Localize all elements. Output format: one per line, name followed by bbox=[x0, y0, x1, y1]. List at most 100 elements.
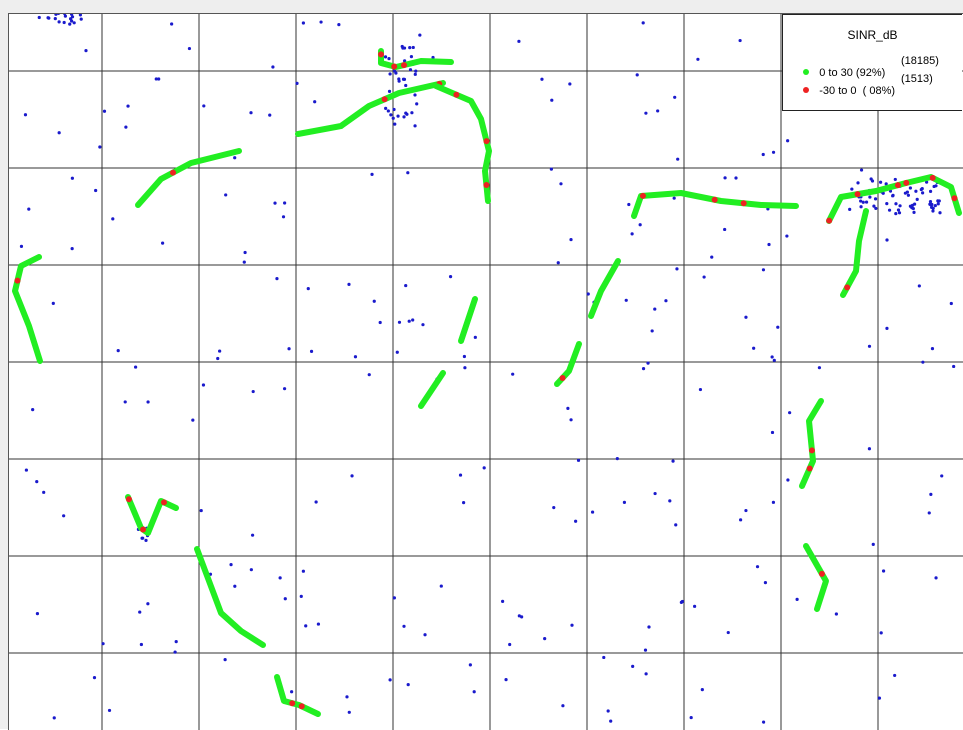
bad-sinr-sample bbox=[740, 200, 747, 207]
site-marker bbox=[928, 199, 933, 204]
site-marker bbox=[641, 21, 645, 25]
site-marker bbox=[116, 349, 120, 353]
site-marker bbox=[295, 81, 299, 86]
site-marker bbox=[940, 474, 944, 478]
site-marker bbox=[418, 33, 422, 37]
site-marker bbox=[931, 209, 935, 213]
site-marker bbox=[139, 642, 143, 647]
site-marker bbox=[392, 107, 396, 112]
site-marker bbox=[569, 418, 573, 422]
site-marker bbox=[250, 533, 255, 537]
red-dot-icon bbox=[803, 87, 810, 94]
site-marker bbox=[520, 615, 524, 619]
site-marker bbox=[752, 346, 756, 350]
site-marker bbox=[431, 55, 435, 60]
site-marker bbox=[606, 709, 610, 713]
site-marker bbox=[664, 299, 668, 303]
site-marker bbox=[404, 83, 408, 88]
site-marker bbox=[199, 508, 203, 513]
bad-sinr-sample bbox=[639, 192, 646, 199]
site-marker bbox=[299, 594, 303, 598]
site-marker bbox=[615, 456, 619, 461]
site-marker bbox=[927, 511, 931, 515]
site-marker bbox=[350, 474, 354, 478]
site-marker bbox=[647, 625, 651, 629]
route-layer bbox=[12, 48, 962, 717]
site-marker bbox=[893, 177, 897, 182]
green-dot-icon bbox=[803, 69, 810, 76]
site-marker bbox=[508, 642, 512, 647]
site-marker bbox=[233, 584, 237, 588]
site-marker bbox=[301, 569, 305, 573]
legend-panel[interactable]: SINR_dB 0 to 30 (92%) (18185) -30 to 0 ( … bbox=[782, 14, 962, 111]
route-segment bbox=[840, 208, 869, 298]
site-marker bbox=[62, 20, 66, 25]
site-marker bbox=[462, 354, 467, 359]
site-marker bbox=[387, 89, 392, 93]
site-marker bbox=[586, 292, 590, 296]
site-marker bbox=[609, 719, 613, 723]
site-marker bbox=[395, 350, 399, 354]
site-marker bbox=[936, 202, 940, 206]
site-marker bbox=[173, 650, 177, 654]
bad-sinr-sample bbox=[483, 182, 490, 189]
site-marker bbox=[283, 201, 287, 205]
site-marker bbox=[402, 624, 406, 628]
site-marker bbox=[70, 15, 75, 19]
site-marker bbox=[559, 182, 563, 186]
bad-sinr-sample bbox=[951, 195, 958, 202]
site-marker bbox=[314, 500, 318, 504]
site-marker bbox=[107, 708, 112, 713]
map-svg[interactable] bbox=[9, 14, 963, 730]
route-segment bbox=[194, 546, 266, 648]
site-marker bbox=[881, 569, 886, 573]
site-marker bbox=[903, 191, 907, 195]
site-marker bbox=[761, 720, 766, 724]
site-marker bbox=[462, 501, 466, 505]
site-marker bbox=[218, 349, 222, 353]
map-canvas[interactable] bbox=[8, 13, 963, 730]
site-marker bbox=[893, 673, 897, 678]
site-marker bbox=[949, 301, 953, 306]
site-marker bbox=[42, 490, 46, 494]
site-marker bbox=[387, 56, 391, 61]
bad-sinr-sample bbox=[378, 51, 384, 58]
site-marker bbox=[744, 508, 748, 513]
site-marker bbox=[795, 597, 799, 601]
site-marker bbox=[872, 204, 876, 208]
site-marker bbox=[413, 93, 417, 97]
site-marker bbox=[161, 241, 165, 245]
site-marker bbox=[879, 631, 883, 635]
site-marker bbox=[602, 655, 606, 660]
site-marker bbox=[319, 20, 323, 24]
site-marker bbox=[347, 710, 351, 714]
site-marker bbox=[856, 181, 860, 185]
site-marker bbox=[403, 59, 407, 63]
route-segment bbox=[378, 48, 454, 70]
site-marker bbox=[517, 39, 521, 43]
bad-sinr-sample bbox=[483, 138, 490, 145]
site-marker bbox=[393, 122, 397, 126]
site-marker bbox=[463, 366, 467, 370]
site-marker bbox=[353, 355, 358, 359]
site-marker bbox=[63, 14, 67, 18]
site-marker bbox=[79, 17, 83, 21]
site-marker bbox=[867, 447, 872, 451]
site-marker bbox=[282, 387, 287, 391]
site-marker bbox=[251, 389, 255, 394]
bad-sinr-sample bbox=[854, 191, 861, 198]
bad-sinr-sample bbox=[559, 374, 566, 381]
site-marker bbox=[396, 114, 400, 118]
site-marker bbox=[386, 109, 390, 113]
site-marker bbox=[874, 206, 878, 211]
site-marker bbox=[448, 275, 453, 279]
site-marker bbox=[391, 116, 395, 120]
site-marker bbox=[98, 145, 102, 149]
site-marker bbox=[653, 307, 657, 311]
site-marker bbox=[57, 20, 61, 24]
site-marker bbox=[309, 349, 314, 353]
site-marker bbox=[134, 365, 138, 369]
site-marker bbox=[859, 205, 863, 209]
site-marker bbox=[402, 115, 406, 119]
site-marker bbox=[622, 500, 627, 504]
